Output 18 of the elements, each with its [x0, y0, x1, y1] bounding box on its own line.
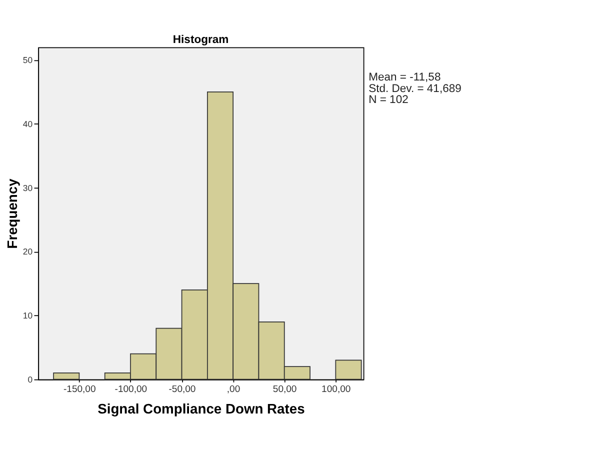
text: N = 102	[368, 94, 408, 106]
y-tick-label: 20	[22, 246, 33, 257]
y-tick-label: 10	[22, 310, 33, 321]
y-axis-title: Frequency	[4, 178, 20, 249]
y-tick-label: 40	[22, 118, 33, 129]
y-tick-label: 50	[22, 55, 33, 66]
x-tick-label: 50,00	[272, 384, 297, 395]
text: Std. Dev. = 41,689	[368, 82, 462, 95]
x-axis-title: Signal Compliance Down Rates	[98, 400, 306, 417]
x-tick-label: -100,00	[114, 384, 148, 395]
x-tick-label: ,00	[226, 384, 240, 395]
x-tick-label: 100,00	[322, 384, 351, 395]
x-tick-label: -150,00	[63, 384, 96, 395]
y-tick-label: 30	[22, 182, 33, 193]
text: Mean = -11,58	[368, 72, 441, 84]
y-tick-label: 0	[28, 374, 33, 384]
x-tick-label: -50,00	[168, 384, 196, 395]
chart-title: Histogram	[172, 34, 229, 46]
